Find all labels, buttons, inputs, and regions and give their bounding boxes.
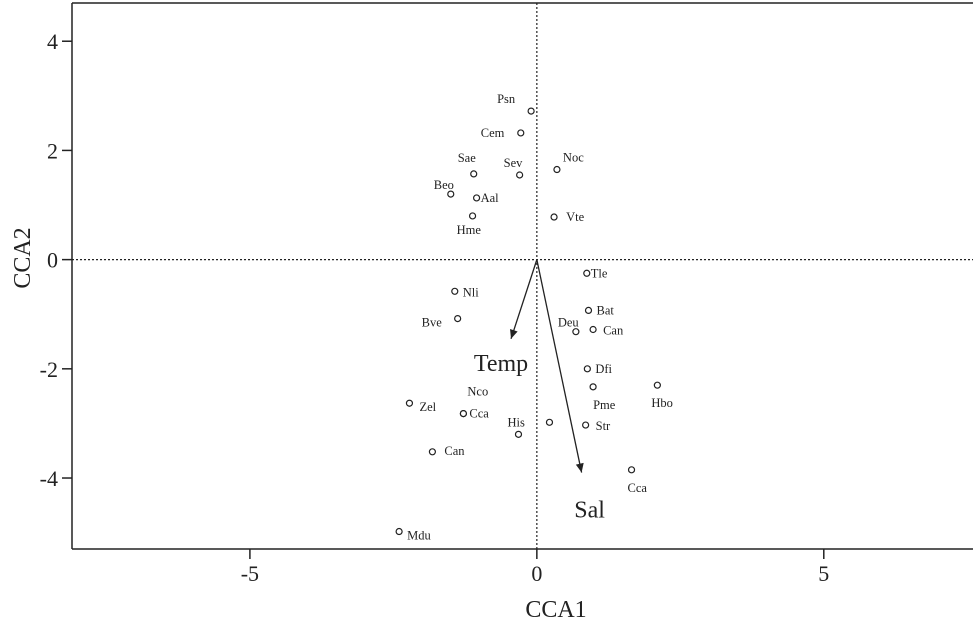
vector-label: Sal xyxy=(574,498,605,524)
species-point xyxy=(517,129,525,137)
y-tick-label: 0 xyxy=(47,248,58,273)
species-label: Noc xyxy=(563,151,584,165)
species-point xyxy=(627,466,636,474)
species-label: Vte xyxy=(566,210,585,224)
y-tick-label: 2 xyxy=(47,138,58,163)
y-axis-ticks: 4 2 0 -2 -4 xyxy=(40,29,72,491)
species-point xyxy=(589,383,597,391)
vector-arrow-line xyxy=(510,259,538,339)
species-point xyxy=(582,421,590,429)
x-axis-ticks: -5 0 5 xyxy=(241,549,829,586)
species-label: Hbo xyxy=(651,396,673,410)
species-label: Sae xyxy=(458,151,477,165)
species-point xyxy=(653,381,661,389)
species-label: Mdu xyxy=(407,529,431,543)
species-point xyxy=(583,269,591,277)
species-label: Aal xyxy=(481,191,500,205)
plot-frame xyxy=(71,2,973,550)
species-point xyxy=(550,213,558,221)
species-point xyxy=(468,212,477,220)
species-label: Nco xyxy=(467,385,488,399)
x-tick-label: 0 xyxy=(531,561,542,586)
y-axis-label: CCA2 xyxy=(10,227,36,288)
species-label: Pme xyxy=(593,398,616,412)
species-point xyxy=(589,325,597,334)
species-point xyxy=(428,448,436,456)
species-label: Can xyxy=(603,324,624,338)
species-point xyxy=(583,365,591,373)
y-tick-label: -4 xyxy=(40,466,58,491)
species-point xyxy=(470,170,478,178)
species-label: Hme xyxy=(457,223,482,237)
species-point xyxy=(451,287,459,295)
species-point xyxy=(395,527,403,536)
species-label: Beo xyxy=(434,178,454,192)
species-points: Psn Cem Noc Sae Sev Beo Aal Hme Vte Tle Nli Bat Bve D… xyxy=(395,92,673,543)
species-point xyxy=(454,314,462,323)
species-label: Cem xyxy=(481,126,505,140)
y-tick-label: 4 xyxy=(47,29,58,54)
species-point xyxy=(572,328,580,336)
environment-vectors: Temp Sal xyxy=(474,259,605,524)
x-axis-label: CCA1 xyxy=(525,597,586,623)
species-label: Tle xyxy=(591,266,608,280)
vector-arrow-line xyxy=(536,259,583,473)
species-label: Nli xyxy=(463,285,480,299)
species-label: Sev xyxy=(504,156,524,170)
species-label: Str xyxy=(596,419,611,433)
species-label: Cca xyxy=(628,481,648,495)
reference-lines xyxy=(72,3,973,549)
species-label: Bve xyxy=(422,316,443,330)
species-label: Dfi xyxy=(595,362,612,376)
species-point xyxy=(553,165,561,174)
y-tick-label: -2 xyxy=(40,357,58,382)
species-label: Zel xyxy=(419,400,436,414)
species-point xyxy=(472,194,481,202)
species-label: Can xyxy=(444,444,465,458)
x-tick-label: 5 xyxy=(818,561,829,586)
species-point xyxy=(527,107,535,115)
species-point xyxy=(405,399,414,407)
species-point xyxy=(447,190,455,198)
species-label: Cca xyxy=(469,407,489,421)
species-point xyxy=(516,171,524,179)
species-label: Psn xyxy=(497,92,516,106)
species-label: Bat xyxy=(596,303,614,317)
species-label: Deu xyxy=(558,316,580,330)
x-tick-label: -5 xyxy=(241,561,259,586)
species-label: His xyxy=(507,415,525,429)
species-point xyxy=(514,430,523,438)
species-point xyxy=(459,409,467,418)
vector-arrowhead xyxy=(575,462,584,473)
vector-arrowhead xyxy=(510,328,518,339)
species-point xyxy=(545,418,554,426)
species-point xyxy=(584,306,593,314)
vector-label: Temp xyxy=(474,351,528,377)
